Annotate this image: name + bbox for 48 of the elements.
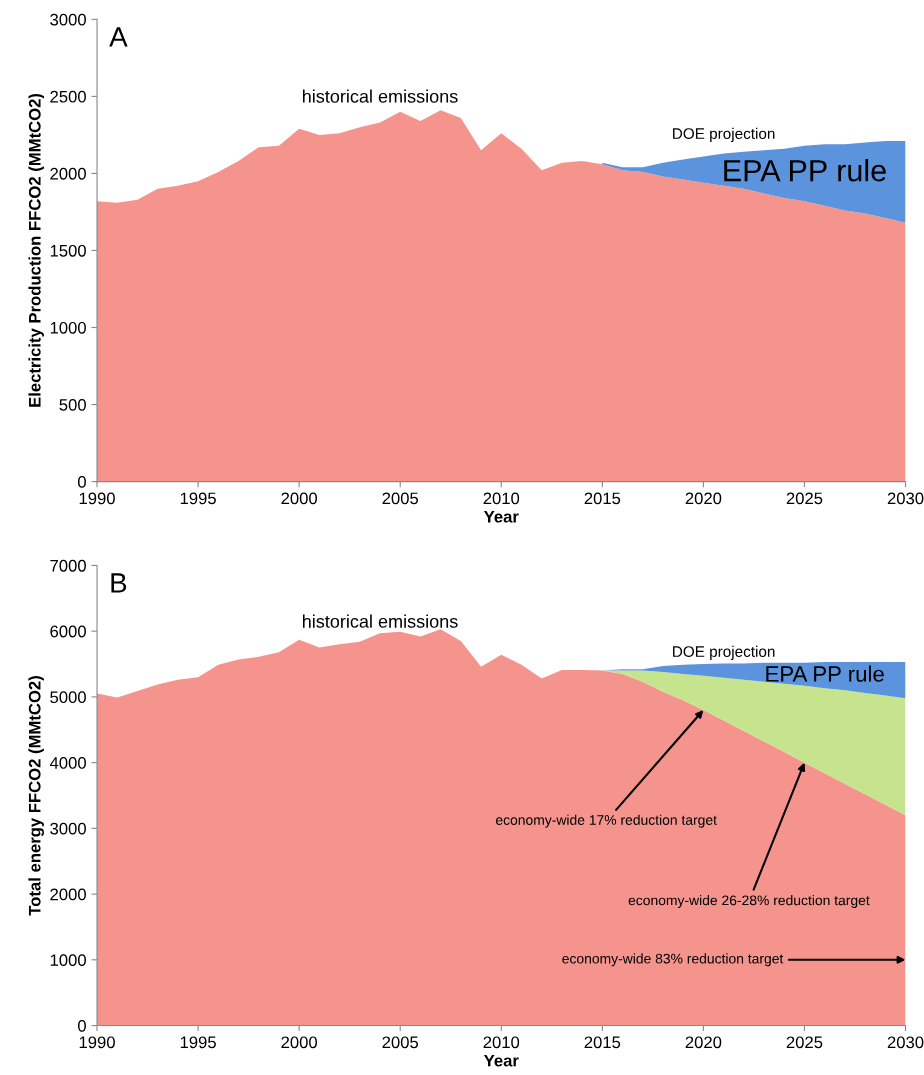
y-tick-label: 0 (77, 1019, 86, 1032)
x-tick-label: 2020 (685, 492, 722, 505)
annotation: economy-wide 17% reduction target (495, 814, 717, 828)
y-tick-label: 500 (59, 398, 86, 411)
chart-title: A (109, 27, 128, 47)
x-tick-label: 2025 (786, 492, 823, 505)
y-axis-title: Electricity Production FFCO2 (MMtCO2) (28, 93, 44, 407)
x-tick-label: 2030 (887, 492, 924, 505)
annotation: historical emissions (302, 89, 458, 103)
y-tick-label: 1000 (50, 954, 86, 967)
x-tick-label: 1995 (180, 492, 216, 505)
x-tick-label: 2005 (382, 492, 419, 505)
x-tick-label: 2020 (685, 1036, 722, 1049)
x-tick-label: 1990 (79, 492, 115, 505)
x-tick-label: 2010 (483, 492, 520, 505)
annotation: DOE projection (673, 645, 775, 660)
y-tick-label: 2500 (50, 90, 86, 103)
y-tick-label: 2000 (50, 167, 86, 180)
x-tick-label: 1990 (79, 1036, 115, 1049)
annotation: economy-wide 83% reduction target (562, 953, 784, 967)
y-tick-label: 0 (77, 476, 86, 488)
annotation: EPA PP rule (766, 665, 884, 682)
chart-title: B (111, 573, 127, 593)
y-axis-title: Total energy FFCO2 (MMtCO2) (28, 676, 44, 916)
x-tick-label: 2015 (584, 1036, 621, 1049)
y-tick-label: 1000 (50, 321, 86, 334)
x-tick-label: 2030 (887, 1036, 924, 1049)
y-tick-label: 5000 (50, 691, 86, 704)
x-tick-label: 1995 (180, 1036, 216, 1049)
x-axis-title: Year (483, 1054, 519, 1067)
y-tick-label: 3000 (50, 13, 86, 26)
x-tick-label: 2025 (786, 1036, 823, 1049)
annotation: historical emissions (302, 614, 458, 628)
x-tick-label: 2005 (382, 1036, 419, 1049)
y-tick-label: 2000 (50, 888, 86, 901)
y-tick-label: 3000 (50, 822, 86, 835)
y-tick-label: 4000 (49, 757, 86, 769)
y-tick-label: 6000 (50, 625, 86, 638)
annotation: DOE projection (673, 127, 775, 143)
y-tick-label: 1500 (50, 244, 86, 257)
x-tick-label: 2015 (584, 492, 621, 505)
x-tick-label: 2010 (483, 1036, 520, 1049)
x-tick-label: 2000 (281, 1036, 318, 1049)
annotation: economy-wide 26-28% reduction target (628, 895, 870, 908)
annotation: EPA PP rule (724, 159, 886, 182)
x-axis-title: Year (483, 510, 519, 523)
x-tick-label: 2000 (281, 492, 318, 505)
y-tick-label: 7000 (50, 559, 86, 572)
